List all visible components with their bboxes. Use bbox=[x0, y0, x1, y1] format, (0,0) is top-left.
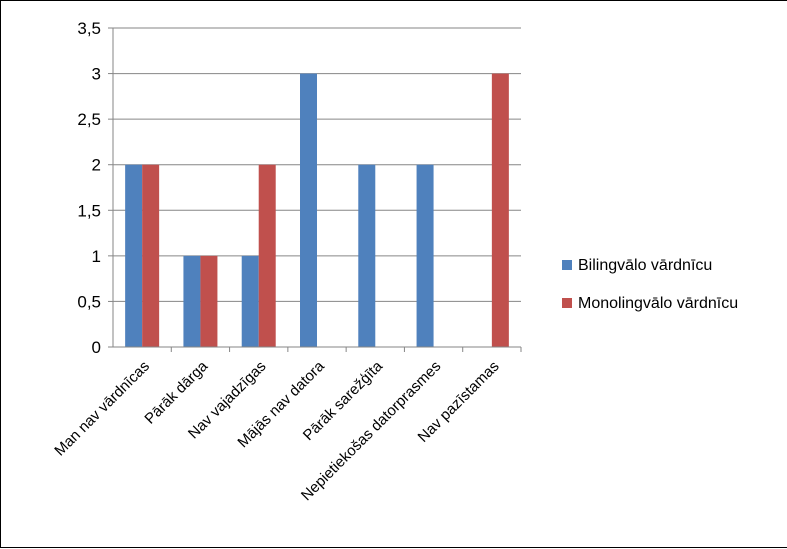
bar bbox=[183, 255, 201, 347]
y-tick-label: 1 bbox=[92, 247, 101, 266]
y-tick-label: 2 bbox=[92, 156, 101, 175]
y-tick-label: 1,5 bbox=[77, 201, 101, 220]
x-tick-label: Man nav vārdnīcas bbox=[51, 358, 153, 460]
y-tick-label: 3 bbox=[92, 65, 101, 84]
y-tick-label: 0,5 bbox=[77, 292, 101, 311]
bar bbox=[416, 164, 434, 347]
bar bbox=[358, 164, 376, 347]
legend-label: Monolingvālo vārdnīcu bbox=[578, 295, 738, 312]
bar bbox=[491, 73, 509, 348]
axes bbox=[108, 27, 522, 352]
bar bbox=[300, 73, 317, 348]
bar bbox=[142, 164, 160, 347]
bar bbox=[200, 255, 218, 347]
bar bbox=[241, 255, 259, 347]
legend: Bilingvālo vārdnīcu Monolingvālo vārdnīcu bbox=[562, 257, 738, 312]
y-tick-label: 2,5 bbox=[77, 110, 101, 129]
y-tick-label: 3,5 bbox=[77, 19, 101, 38]
legend-swatch bbox=[562, 298, 572, 308]
y-tick-label: 0 bbox=[92, 338, 101, 357]
legend-swatch bbox=[562, 260, 572, 270]
bar bbox=[125, 164, 143, 347]
bars bbox=[125, 73, 509, 348]
bar bbox=[258, 164, 276, 347]
legend-label: Bilingvālo vārdnīcu bbox=[578, 257, 712, 274]
y-tick-labels: 0 0,5 1 1,5 2 2,5 3 3,5 bbox=[77, 19, 101, 357]
